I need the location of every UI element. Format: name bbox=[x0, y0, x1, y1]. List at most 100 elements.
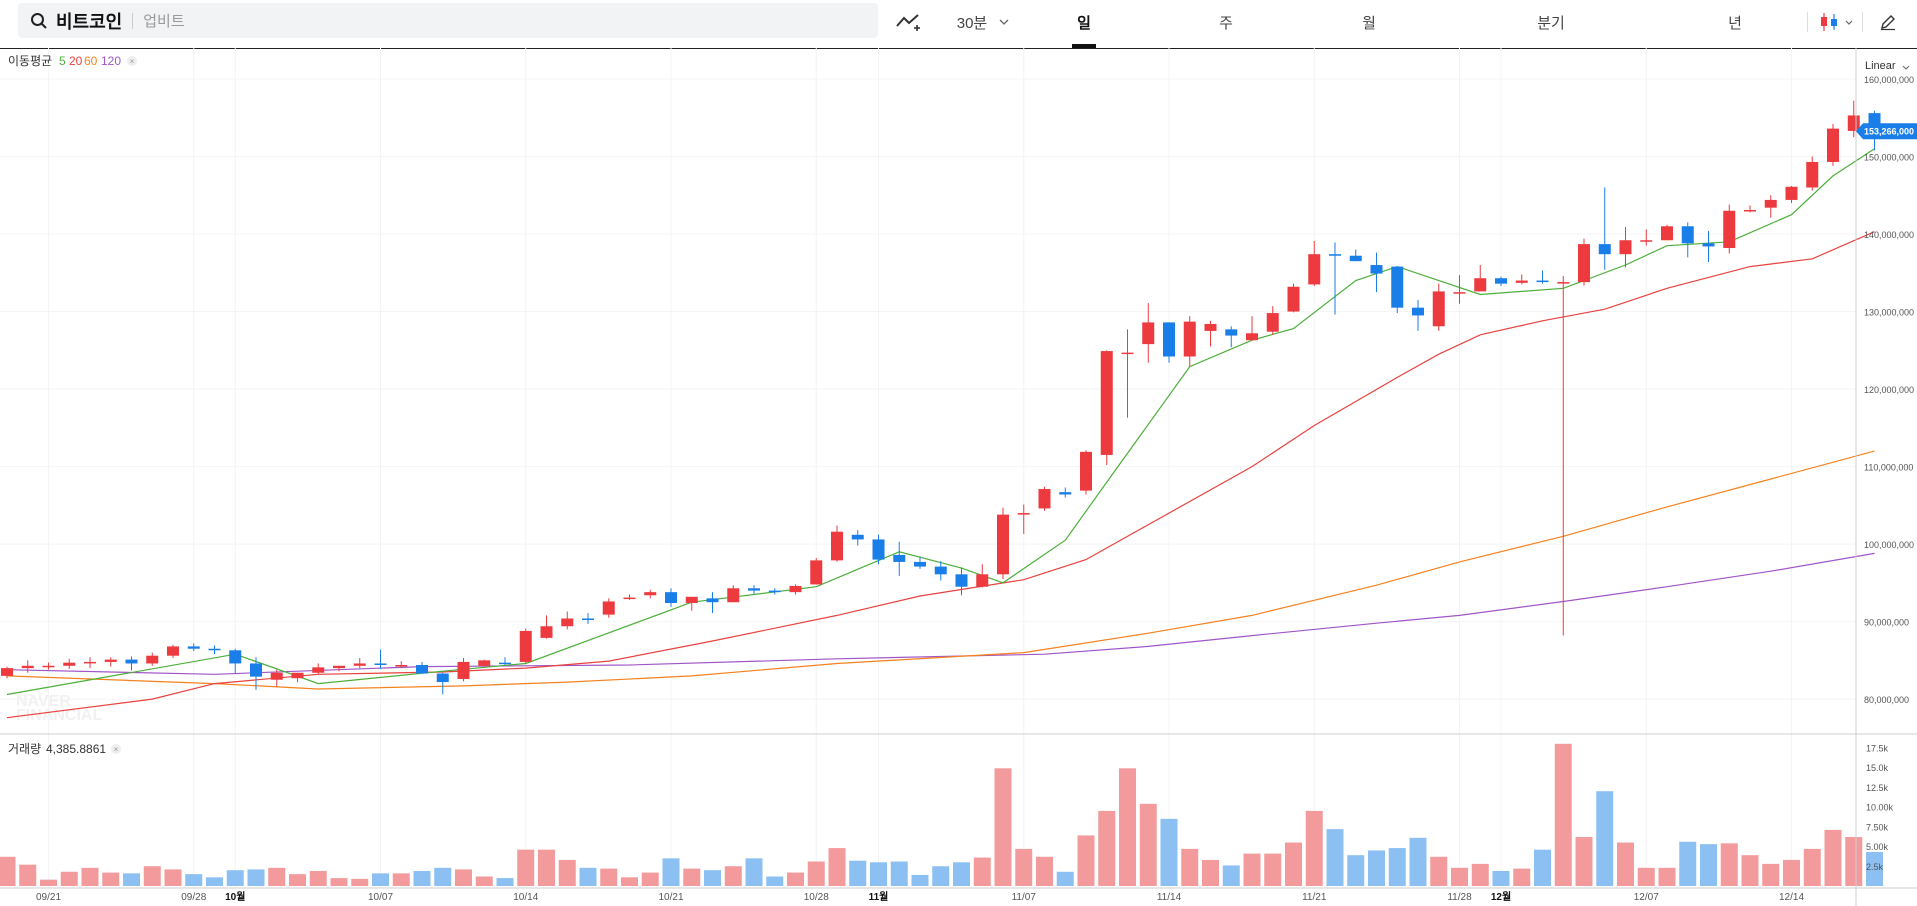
candle bbox=[706, 592, 719, 614]
volume-bar bbox=[1492, 870, 1510, 886]
chart-type-button[interactable] bbox=[1814, 0, 1858, 44]
candle-body bbox=[499, 662, 511, 665]
drawing-tool-button[interactable] bbox=[892, 0, 926, 44]
candle-body bbox=[1142, 322, 1155, 345]
candle bbox=[1266, 306, 1279, 335]
price-tick-label: 80,000,000 bbox=[1864, 695, 1909, 705]
volume-bar bbox=[1554, 743, 1572, 886]
volume-bar bbox=[185, 874, 203, 886]
tab-month[interactable]: 월 bbox=[1362, 14, 1376, 32]
candle-body bbox=[727, 588, 740, 603]
candle bbox=[665, 588, 677, 607]
candle-body bbox=[1370, 265, 1383, 274]
watermark: NAVER FINANCIAL bbox=[16, 693, 102, 724]
candle-body bbox=[21, 665, 34, 669]
watermark-line1: NAVER bbox=[16, 693, 71, 710]
date-tick-label: 12월 bbox=[1491, 891, 1511, 903]
volume-bar bbox=[641, 872, 659, 886]
candle-body bbox=[42, 665, 55, 668]
candle-body bbox=[374, 663, 387, 666]
candle bbox=[1225, 326, 1238, 348]
candle bbox=[1619, 227, 1632, 268]
volume-bar bbox=[226, 870, 244, 886]
candle bbox=[1246, 316, 1258, 341]
candle-body bbox=[1536, 280, 1549, 283]
volume-bar bbox=[123, 873, 140, 886]
candlestick-icon bbox=[1821, 13, 1837, 31]
volume-bar bbox=[1056, 871, 1074, 886]
candle-body bbox=[768, 590, 781, 593]
ma60-line bbox=[6, 450, 1875, 690]
candle-body bbox=[665, 592, 677, 604]
chevron-down-icon bbox=[1845, 20, 1853, 25]
candle-body bbox=[561, 618, 574, 627]
volume-legend-label: 거래량 bbox=[8, 742, 41, 756]
candle bbox=[893, 541, 906, 576]
candle bbox=[1287, 283, 1300, 313]
volume-bar bbox=[1264, 853, 1282, 886]
tab-year[interactable]: 년 bbox=[1728, 14, 1742, 32]
tab-week[interactable]: 주 bbox=[1219, 14, 1233, 32]
candle-body bbox=[748, 588, 760, 591]
price-axis: 80,000,000 90,000,000 100,000,000 110,000,0… bbox=[1856, 75, 1917, 705]
tab-day[interactable]: 일 bbox=[1077, 14, 1091, 32]
date-tick-label: 09/21 bbox=[36, 892, 61, 903]
volume-legend-close-icon[interactable]: × bbox=[111, 744, 121, 754]
ma5-line bbox=[6, 148, 1875, 696]
candle bbox=[1723, 204, 1736, 254]
candle bbox=[125, 656, 138, 671]
search-box[interactable]: 비트코인 업비트 bbox=[18, 3, 878, 38]
volume-bar bbox=[1036, 856, 1053, 886]
candle bbox=[291, 672, 304, 683]
candle bbox=[167, 644, 179, 659]
candle-body bbox=[1723, 210, 1736, 248]
interval-dropdown[interactable]: 30분 bbox=[948, 0, 1018, 44]
candle-body bbox=[540, 626, 553, 638]
candle-body bbox=[1038, 489, 1051, 509]
candle bbox=[1308, 241, 1321, 286]
scale-mode-dropdown[interactable]: Linear bbox=[1865, 60, 1910, 72]
volume-bar bbox=[849, 860, 867, 886]
ma-legend-5: 5 bbox=[59, 54, 66, 68]
volume-bar bbox=[1181, 848, 1199, 886]
candle bbox=[1515, 274, 1528, 285]
volume-bar bbox=[0, 856, 16, 886]
top-toolbar: 비트코인 업비트 30분 일 주 월 분기 년 bbox=[0, 0, 1917, 49]
volume-bar bbox=[1347, 855, 1365, 886]
volume-bar bbox=[600, 868, 618, 886]
candle-body bbox=[789, 585, 802, 593]
price-tick-label: 160,000,000 bbox=[1864, 75, 1914, 85]
candle-body bbox=[478, 660, 491, 666]
volume-bar bbox=[1679, 841, 1697, 886]
candle-body bbox=[1827, 128, 1839, 162]
candle bbox=[21, 660, 34, 673]
ma-legend-close-icon[interactable]: × bbox=[127, 56, 137, 66]
candle-body bbox=[1515, 280, 1528, 283]
candle bbox=[1495, 276, 1507, 286]
candle-body bbox=[125, 659, 138, 664]
volume-bar bbox=[1409, 837, 1427, 886]
volume-bar bbox=[890, 861, 908, 886]
date-tick-label: 11/14 bbox=[1157, 892, 1182, 903]
volume-bar bbox=[662, 858, 680, 886]
candle-body bbox=[1225, 329, 1238, 336]
candle-body bbox=[229, 650, 242, 664]
tab-quarter[interactable]: 분기 bbox=[1537, 14, 1565, 32]
volume-bar bbox=[1720, 843, 1738, 886]
candle bbox=[1080, 450, 1092, 495]
price-chart[interactable]: NAVER FINANCIAL 최고 157,198,000 (-2.50%)최… bbox=[0, 48, 1917, 906]
candle-body bbox=[353, 663, 366, 666]
candle bbox=[1100, 350, 1113, 466]
volume-bar bbox=[81, 867, 99, 886]
candle-body bbox=[872, 539, 885, 560]
volume-bar bbox=[268, 867, 286, 886]
stock-name: 비트코인 bbox=[56, 11, 123, 32]
volume-bar bbox=[704, 870, 721, 886]
volume-tick-label: 12.5k bbox=[1866, 783, 1889, 793]
edit-button[interactable] bbox=[1870, 0, 1906, 44]
volume-bar bbox=[1368, 850, 1385, 886]
candle-body bbox=[84, 661, 96, 664]
candle bbox=[1681, 222, 1694, 258]
price-tick-label: 90,000,000 bbox=[1864, 618, 1909, 628]
volume-bar bbox=[164, 869, 182, 886]
